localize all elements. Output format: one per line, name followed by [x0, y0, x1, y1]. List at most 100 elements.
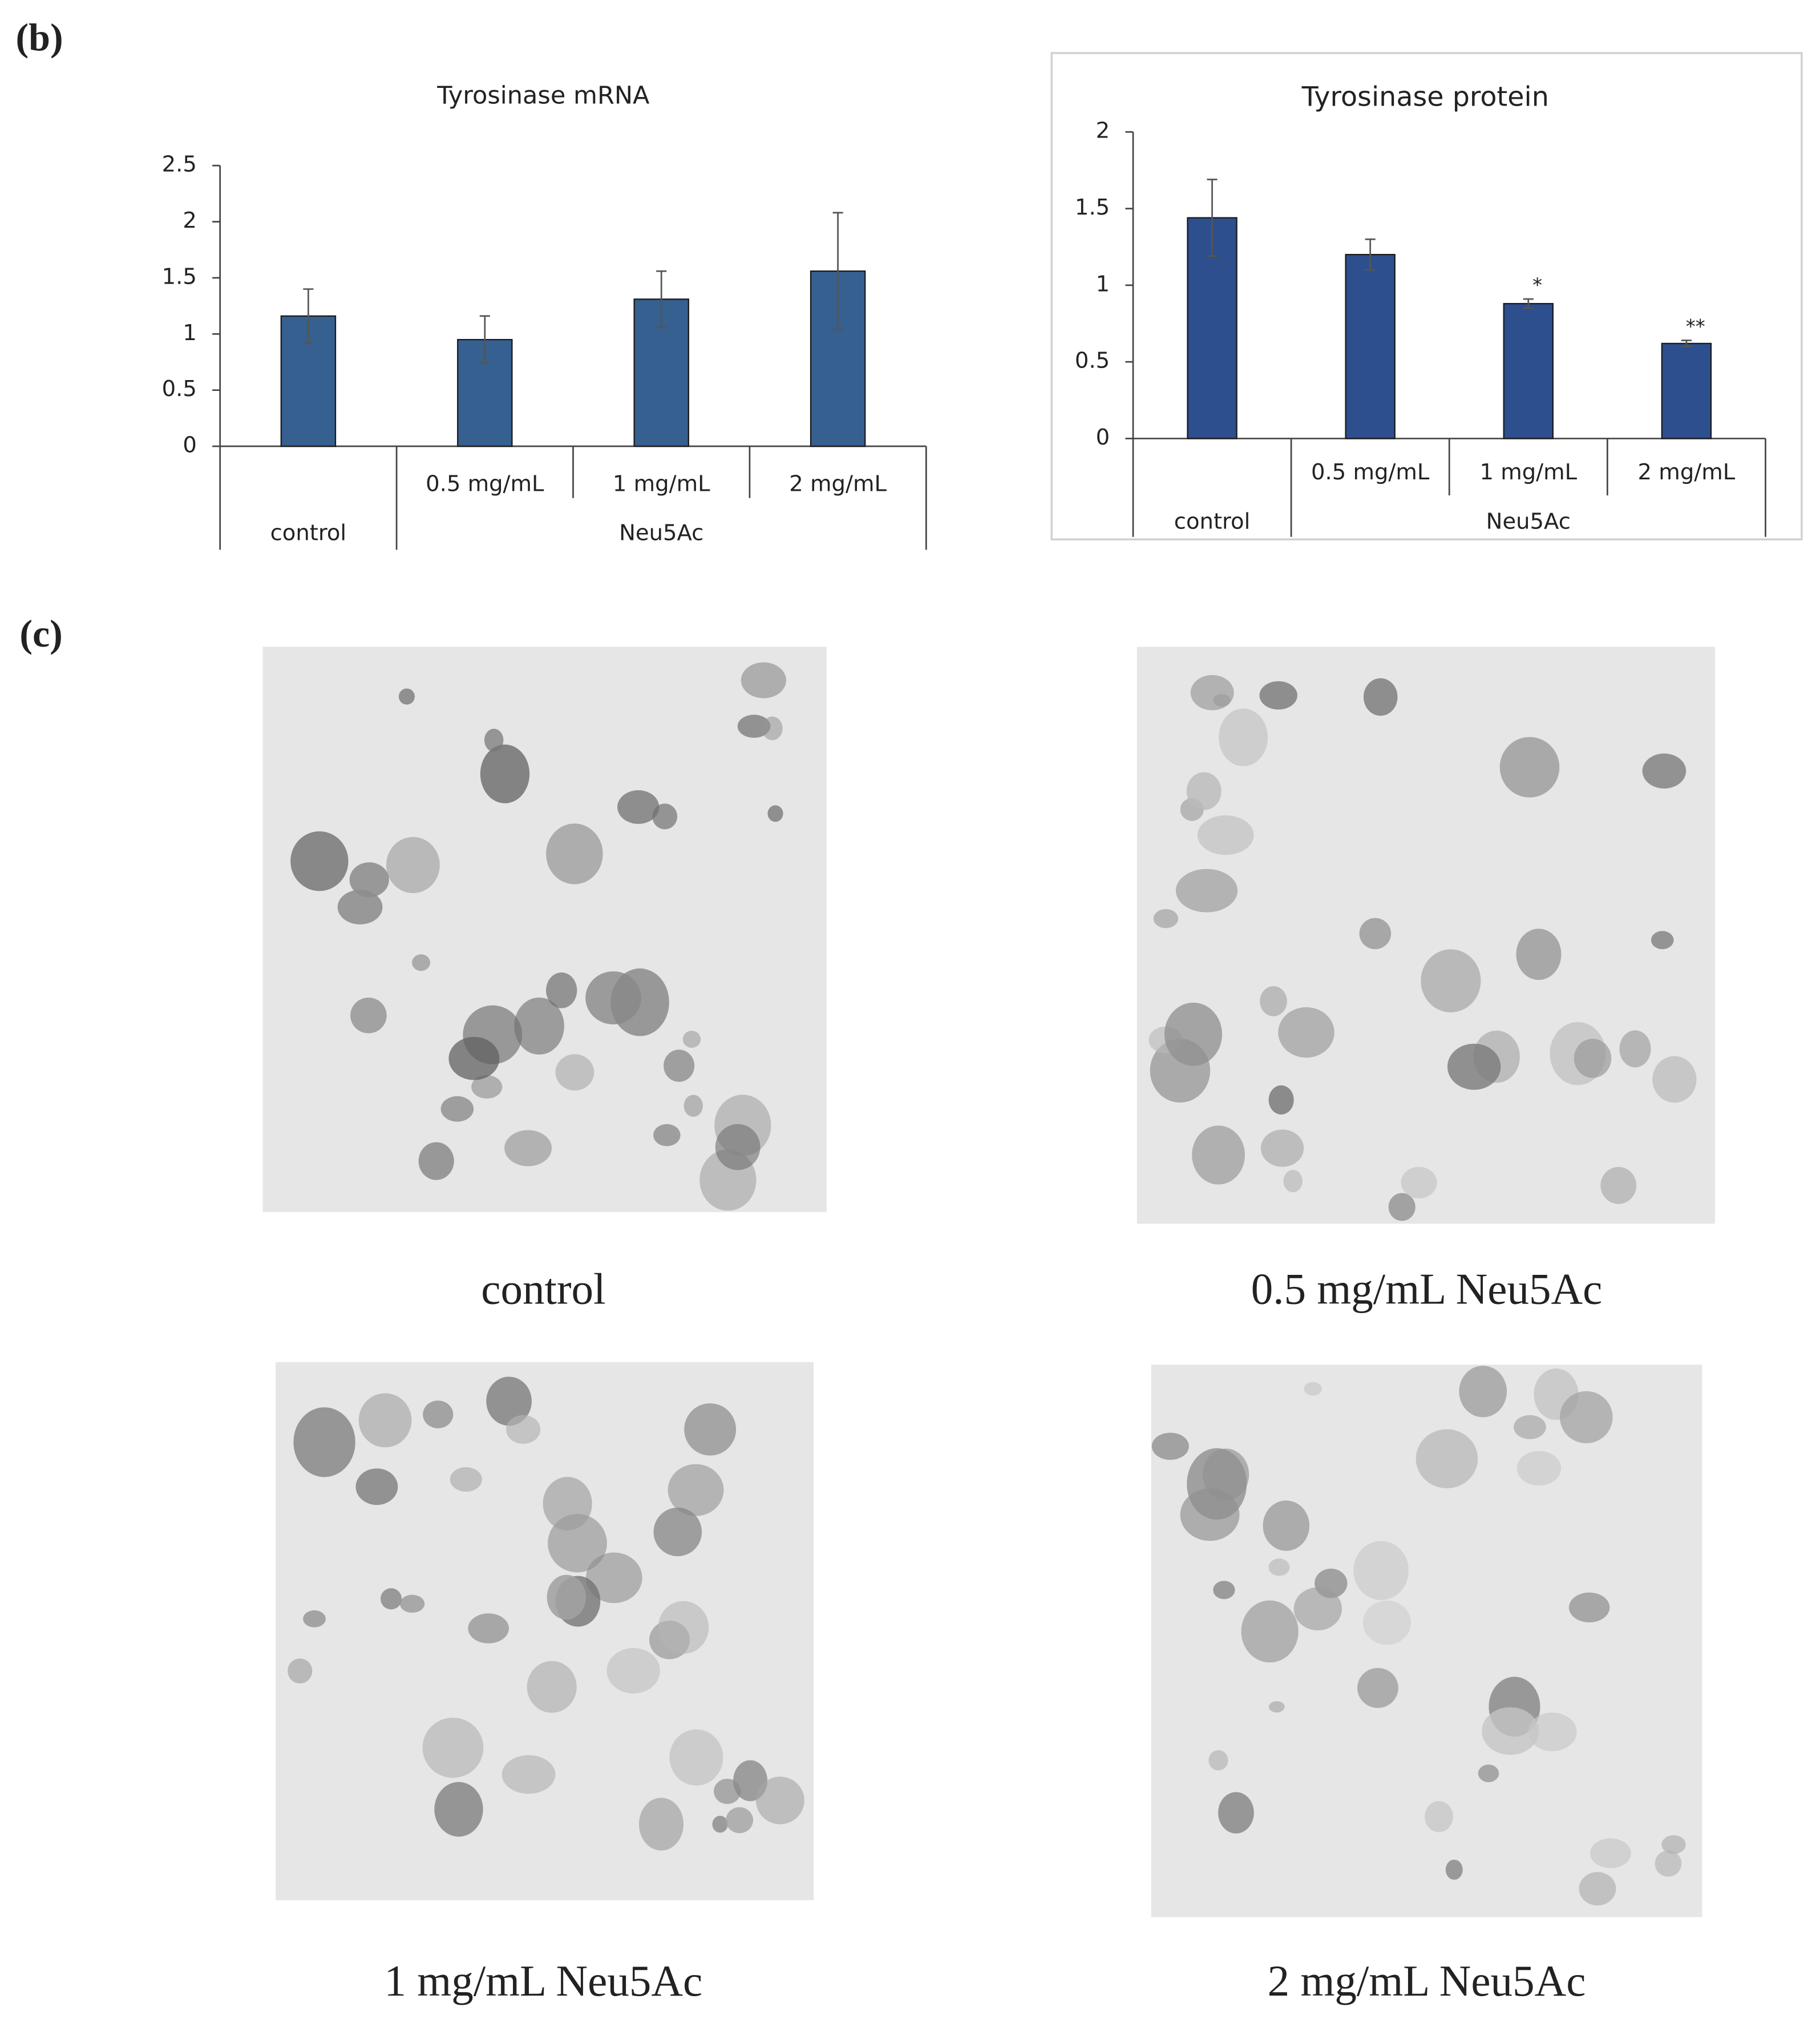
y-tick-label: 2 [1096, 118, 1110, 144]
cell [1203, 1448, 1249, 1501]
cell [1260, 986, 1287, 1016]
group-label: Neu5Ac [1486, 508, 1571, 534]
y-tick-label: 2 [183, 208, 197, 233]
cell [468, 1613, 509, 1644]
cell [1574, 1039, 1612, 1078]
chart-frame [1050, 52, 1803, 540]
micrograph [1137, 647, 1716, 1224]
cell [290, 831, 349, 891]
micrograph [1151, 1364, 1702, 1917]
cell [1192, 1125, 1245, 1185]
cell [471, 1075, 503, 1099]
cell [337, 890, 383, 924]
image-caption: 2 mg/mL Neu5Ac [1268, 1956, 1586, 2005]
cell [1153, 908, 1179, 928]
cell [1459, 1366, 1507, 1418]
cell [653, 1124, 681, 1146]
cell [450, 1467, 482, 1492]
cell [682, 1031, 701, 1048]
cell [1415, 1429, 1478, 1488]
cell [658, 1601, 709, 1654]
cell [684, 1403, 737, 1456]
cell [514, 997, 564, 1055]
cell [762, 716, 783, 741]
y-tick-label: 2.5 [162, 152, 197, 177]
cell [1642, 753, 1686, 789]
chart-title: Tyrosinase mRNA [436, 82, 650, 110]
significance-mark: ** [1686, 315, 1705, 338]
cell [669, 1729, 723, 1786]
cell [664, 1049, 695, 1082]
error-bar [303, 288, 314, 344]
cell [1362, 1600, 1411, 1645]
cell [555, 1054, 594, 1091]
cell [1655, 1850, 1682, 1877]
cell [1293, 1587, 1342, 1630]
cell [355, 1468, 398, 1505]
x-tick-label: 2 mg/mL [789, 471, 887, 497]
cell [585, 971, 641, 1025]
cell [1619, 1030, 1651, 1068]
cell [527, 1661, 577, 1713]
cell [1190, 675, 1234, 710]
cell [1283, 1169, 1303, 1193]
y-tick-label: 0 [1096, 425, 1110, 450]
bar [1503, 302, 1554, 439]
cell [715, 1124, 761, 1170]
cell [1268, 1701, 1285, 1713]
cell [1304, 1382, 1322, 1396]
cell [1259, 681, 1297, 710]
cell [386, 837, 440, 894]
cell [350, 998, 387, 1033]
cell [653, 1507, 702, 1557]
cell [1445, 1859, 1463, 1880]
cell [480, 744, 530, 803]
panel-label: (c) [19, 612, 62, 655]
cell [1388, 1193, 1415, 1221]
error-bar [832, 212, 843, 330]
error-bar [656, 270, 667, 328]
group-label: Neu5Ac [619, 520, 703, 546]
group-label: control [270, 520, 347, 546]
y-tick-label: 0 [183, 433, 197, 458]
cell [1425, 1801, 1453, 1832]
cell [1401, 1166, 1437, 1198]
image-caption: 0.5 mg/mL Neu5Ac [1251, 1264, 1603, 1313]
micrograph [262, 647, 827, 1212]
significance-mark: * [1532, 274, 1542, 297]
x-tick-label: 0.5 mg/mL [1311, 459, 1430, 485]
cell [1353, 1541, 1409, 1600]
cell [1241, 1600, 1299, 1663]
micrograph [276, 1362, 814, 1900]
y-tick-label: 0.5 [162, 376, 197, 402]
cell [1661, 1835, 1686, 1854]
cell [501, 1755, 556, 1794]
cell [767, 805, 783, 822]
cell [1278, 1007, 1334, 1058]
error-bar [1523, 298, 1534, 309]
cell [586, 1552, 642, 1604]
chart-title: Tyrosinase protein [1301, 81, 1549, 112]
cell [1213, 1581, 1235, 1600]
cell [652, 803, 678, 830]
cell [1268, 1558, 1290, 1576]
cell [683, 1095, 703, 1117]
cell [358, 1393, 412, 1448]
cell [423, 1400, 454, 1428]
cell [1447, 1043, 1501, 1090]
cell [1180, 1488, 1240, 1541]
error-bar [479, 315, 490, 364]
panel-label: (b) [16, 15, 63, 59]
cell [399, 1594, 425, 1613]
cell [1579, 1872, 1616, 1905]
x-tick-label: 2 mg/mL [1638, 459, 1736, 485]
cell [1651, 931, 1674, 950]
cell [434, 1782, 483, 1837]
cell [440, 1096, 474, 1122]
cell [1260, 1129, 1304, 1167]
cell [448, 1037, 500, 1080]
cell [380, 1588, 402, 1610]
micrograph-background [276, 1362, 814, 1900]
y-tick-label: 1 [1096, 271, 1110, 297]
